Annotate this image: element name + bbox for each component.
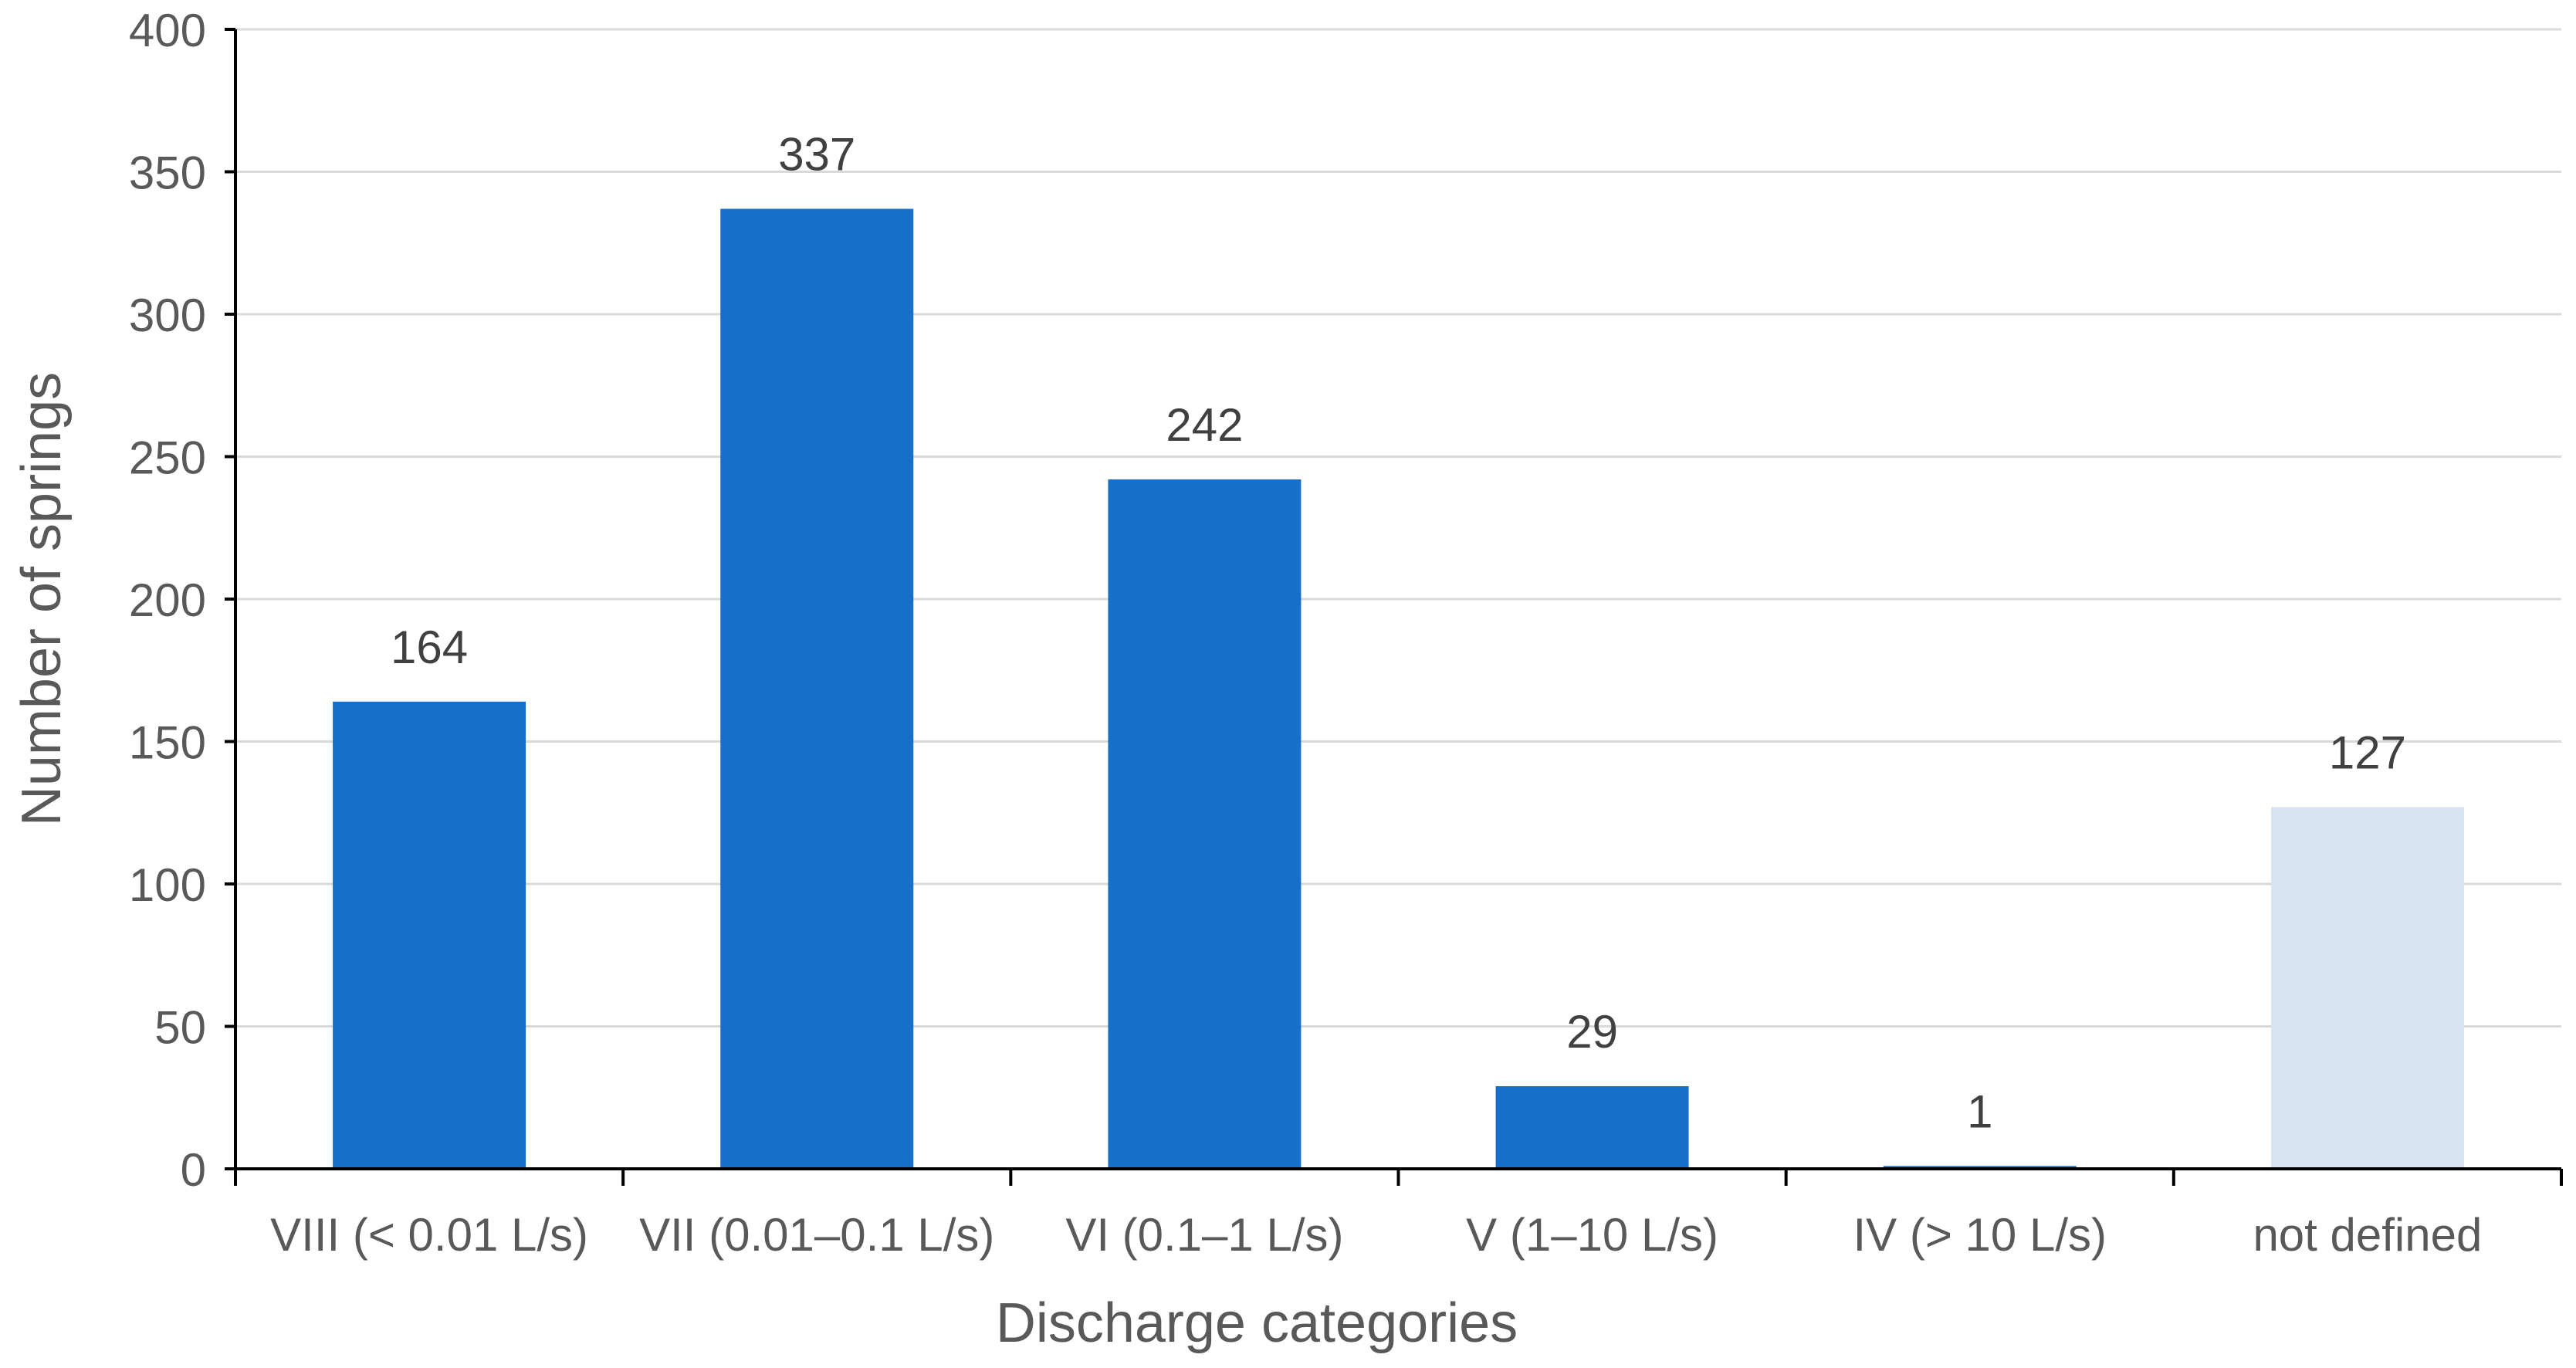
y-tick-labels: 0 50 100 150 200 250 300 350 400	[129, 5, 206, 1196]
x-tick-label: not defined	[2253, 1209, 2482, 1261]
x-tick-label: VII (0.01–0.1 L/s)	[639, 1209, 994, 1261]
x-tick-label: IV (> 10 L/s)	[1853, 1209, 2107, 1261]
x-tick-label: V (1–10 L/s)	[1466, 1209, 1718, 1261]
axes	[225, 28, 2563, 1186]
y-tick-label: 400	[129, 5, 206, 56]
bar	[720, 208, 914, 1170]
y-tick-label: 250	[129, 432, 206, 484]
x-tick-label: VI (0.1–1 L/s)	[1065, 1209, 1343, 1261]
y-axis-title: Number of springs	[11, 372, 73, 826]
data-label: 127	[2329, 726, 2406, 778]
y-tick-label: 200	[129, 574, 206, 626]
data-label: 164	[391, 621, 468, 673]
data-labels: 164 337 242 29 1 127	[391, 128, 2406, 1137]
y-tick-label: 300	[129, 290, 206, 341]
y-tick-label: 150	[129, 717, 206, 769]
x-tick-labels: VIII (< 0.01 L/s) VII (0.01–0.1 L/s) VI (0…	[270, 1209, 2482, 1261]
bar	[1108, 479, 1302, 1169]
gridlines	[235, 28, 2561, 1028]
data-label: 337	[778, 128, 855, 180]
x-tick-label: VIII (< 0.01 L/s)	[270, 1209, 588, 1261]
bar	[2270, 807, 2464, 1169]
data-label: 1	[1967, 1085, 1992, 1137]
bar	[1495, 1085, 1689, 1169]
bars	[333, 208, 2464, 1170]
y-tick-label: 100	[129, 859, 206, 911]
y-tick-label: 350	[129, 147, 206, 199]
y-tick-label: 50	[154, 1002, 206, 1054]
x-axis-title: Discharge categories	[996, 1292, 1518, 1354]
data-label: 242	[1166, 399, 1243, 451]
y-tick-label: 0	[181, 1144, 206, 1196]
data-label: 29	[1566, 1006, 1618, 1058]
bar	[333, 701, 526, 1169]
